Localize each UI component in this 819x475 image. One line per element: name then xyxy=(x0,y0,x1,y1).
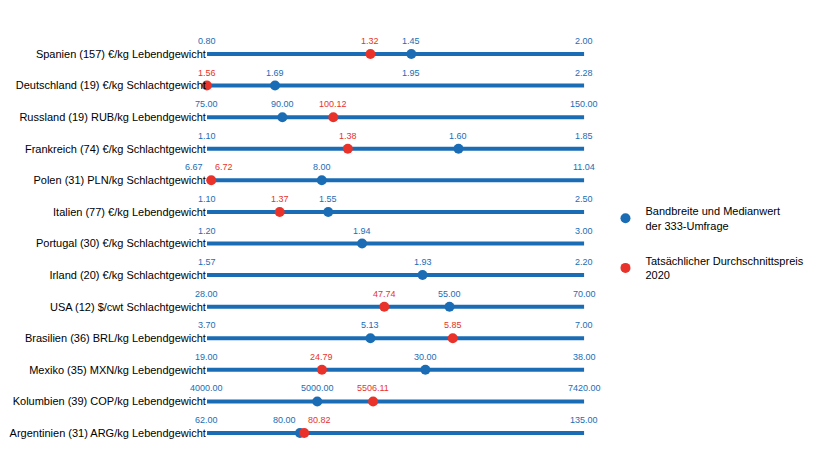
svg-text:Bandbreite und Medianwertder 3: Bandbreite und Medianwertder 333-Umfrage xyxy=(645,205,780,231)
svg-text:28.00: 28.00 xyxy=(195,289,218,299)
svg-text:3.70: 3.70 xyxy=(198,320,216,330)
svg-text:75.00: 75.00 xyxy=(195,99,218,109)
svg-text:62.00: 62.00 xyxy=(195,415,218,425)
svg-text:11.04: 11.04 xyxy=(573,162,595,172)
svg-text:1.85: 1.85 xyxy=(575,131,593,141)
svg-text:5000.00: 5000.00 xyxy=(301,383,334,393)
svg-text:0.80: 0.80 xyxy=(198,36,216,46)
svg-text:Kolumbien (39) COP/kg Lebendge: Kolumbien (39) COP/kg Lebendgewicht xyxy=(13,395,206,407)
svg-text:1.94: 1.94 xyxy=(353,226,371,236)
svg-text:Polen (31) PLN/kg Schlachtgewi: Polen (31) PLN/kg Schlachtgewicht xyxy=(33,174,205,186)
svg-text:Irland (20) €/kg Schlachtgewic: Irland (20) €/kg Schlachtgewicht xyxy=(49,269,206,281)
svg-text:7.00: 7.00 xyxy=(575,320,593,330)
svg-text:1.55: 1.55 xyxy=(319,194,337,204)
svg-text:1.32: 1.32 xyxy=(361,36,379,46)
svg-text:1.38: 1.38 xyxy=(339,131,357,141)
svg-text:1.20: 1.20 xyxy=(198,226,216,236)
svg-text:80.82: 80.82 xyxy=(308,415,331,425)
svg-text:6.67: 6.67 xyxy=(185,162,203,172)
svg-text:1.56: 1.56 xyxy=(198,68,216,78)
svg-text:Brasilien (36) BRL/kg Lebendge: Brasilien (36) BRL/kg Lebendgewicht xyxy=(25,332,206,344)
svg-text:4000.00: 4000.00 xyxy=(190,383,223,393)
svg-text:7420.00: 7420.00 xyxy=(568,383,601,393)
svg-text:1.95: 1.95 xyxy=(402,68,420,78)
svg-text:38.00: 38.00 xyxy=(573,352,596,362)
svg-text:2.50: 2.50 xyxy=(575,194,593,204)
svg-text:5.13: 5.13 xyxy=(361,320,379,330)
svg-text:70.00: 70.00 xyxy=(573,289,596,299)
svg-text:8.00: 8.00 xyxy=(313,162,331,172)
svg-text:Argentinien (31) ARG/kg Lebend: Argentinien (31) ARG/kg Lebendgewicht xyxy=(10,427,206,439)
svg-text:Italien (77) €/kg Lebendgewich: Italien (77) €/kg Lebendgewicht xyxy=(53,206,206,218)
svg-text:5506.11: 5506.11 xyxy=(357,383,389,393)
svg-text:Russland (19) RUB/kg Lebendgew: Russland (19) RUB/kg Lebendgewicht xyxy=(19,111,206,123)
svg-text:1.93: 1.93 xyxy=(414,257,432,267)
svg-text:150.00: 150.00 xyxy=(570,99,598,109)
svg-text:100.12: 100.12 xyxy=(319,99,347,109)
svg-text:1.37: 1.37 xyxy=(271,194,289,204)
svg-text:Deutschland (19) €/kg Schlacht: Deutschland (19) €/kg Schlachtgewicht xyxy=(16,79,206,91)
svg-text:USA (12) $/cwt Schlachtgewicht: USA (12) $/cwt Schlachtgewicht xyxy=(50,301,206,313)
svg-text:2.20: 2.20 xyxy=(575,257,593,267)
svg-text:3.00: 3.00 xyxy=(575,226,593,236)
svg-text:Tatsächlicher Durchschnittspre: Tatsächlicher Durchschnittspreis2020 xyxy=(645,255,803,281)
svg-text:1.45: 1.45 xyxy=(402,36,420,46)
svg-text:1.69: 1.69 xyxy=(266,68,284,78)
svg-text:Frankreich (74) €/kg Schlachtg: Frankreich (74) €/kg Schlachtgewicht xyxy=(25,143,206,155)
svg-text:1.57: 1.57 xyxy=(198,257,216,267)
svg-text:19.00: 19.00 xyxy=(195,352,218,362)
svg-text:2.28: 2.28 xyxy=(575,68,593,78)
svg-text:24.79: 24.79 xyxy=(310,352,333,362)
svg-text:Spanien (157) €/kg Lebendgewic: Spanien (157) €/kg Lebendgewicht xyxy=(36,48,206,60)
svg-text:Mexiko (35) MXN/kg Lebendgewic: Mexiko (35) MXN/kg Lebendgewicht xyxy=(29,364,206,376)
svg-text:90.00: 90.00 xyxy=(271,99,294,109)
svg-text:135.00: 135.00 xyxy=(570,415,598,425)
svg-text:2.00: 2.00 xyxy=(575,36,593,46)
svg-text:55.00: 55.00 xyxy=(438,289,461,299)
svg-text:47.74: 47.74 xyxy=(373,289,396,299)
svg-text:5.85: 5.85 xyxy=(444,320,462,330)
svg-text:80.00: 80.00 xyxy=(273,415,296,425)
svg-text:1.10: 1.10 xyxy=(198,194,216,204)
svg-text:1.60: 1.60 xyxy=(449,131,467,141)
svg-text:30.00: 30.00 xyxy=(414,352,437,362)
svg-text:6.72: 6.72 xyxy=(215,162,233,172)
svg-text:1.10: 1.10 xyxy=(198,131,216,141)
svg-text:Portugal (30) €/kg Schlachtgew: Portugal (30) €/kg Schlachtgewicht xyxy=(36,237,206,249)
